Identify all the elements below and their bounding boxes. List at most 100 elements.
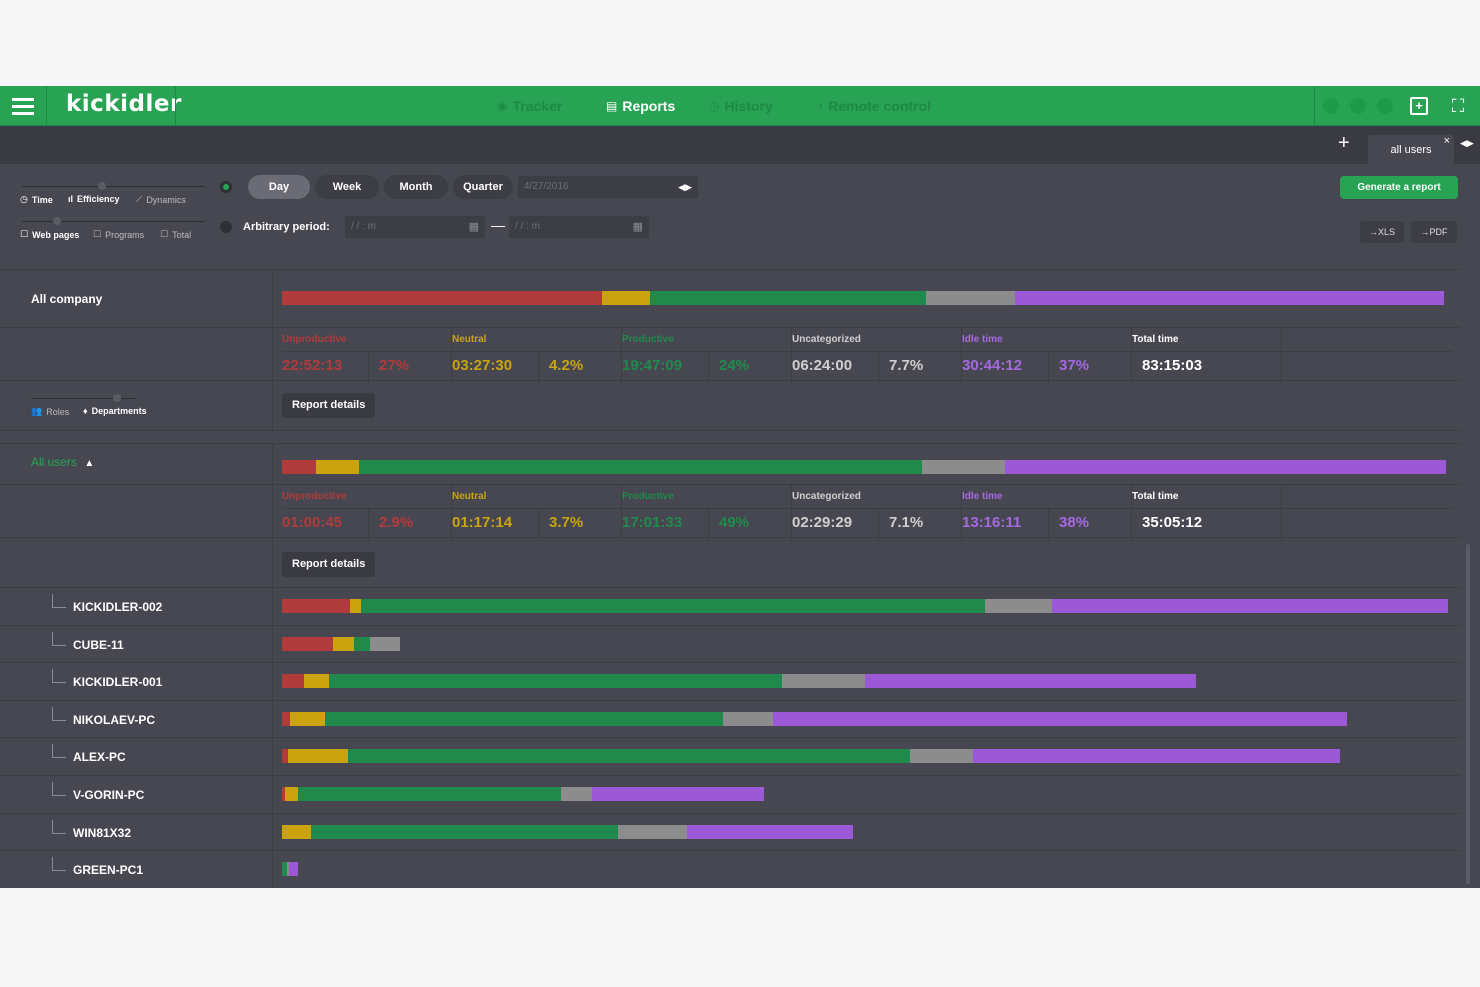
computer-row[interactable]: GREEN-PC1 (0, 851, 1460, 888)
option-total[interactable]: ☐ Total (160, 229, 192, 240)
date-field[interactable]: 4/27/2016 ◀▶ (518, 176, 698, 198)
bar-segment-uncategorized[interactable] (617, 824, 687, 839)
bar-segment-uncategorized[interactable] (369, 636, 400, 651)
grouping-slider-knob[interactable] (113, 394, 121, 402)
bar-segment-neutral[interactable] (601, 291, 651, 305)
close-icon[interactable]: × (1443, 135, 1450, 147)
date-arrows-icon[interactable]: ◀▶ (678, 182, 692, 192)
calendar-icon[interactable]: ▦ (632, 221, 643, 233)
computer-name[interactable]: WIN81X32 (73, 825, 132, 840)
bar-segment-uncategorized[interactable] (722, 711, 773, 726)
bar-segment-productive[interactable] (328, 674, 782, 689)
bar-segment-idle[interactable] (772, 711, 1347, 726)
nav-reports[interactable]: ▤ Reports (606, 98, 675, 114)
export-xls-button[interactable]: →XLS (1360, 221, 1404, 243)
option-roles[interactable]: 👥 Roles (31, 406, 70, 417)
bar-segment-neutral[interactable] (282, 824, 312, 839)
bar-segment-productive[interactable] (311, 824, 618, 839)
bar-segment-productive[interactable] (361, 599, 986, 613)
metric-slider-knob[interactable] (98, 182, 106, 190)
bar-segment-neutral[interactable] (303, 674, 329, 689)
bar-segment-uncategorized[interactable] (910, 749, 974, 764)
bar-segment-productive[interactable] (650, 291, 926, 305)
option-efficiency[interactable]: ıl Efficiency (68, 194, 120, 204)
bar-segment-unproductive[interactable] (282, 787, 286, 801)
bar-segment-idle[interactable] (1051, 599, 1448, 613)
bar-segment-neutral[interactable] (287, 749, 349, 764)
period-day-button[interactable]: Day (248, 175, 310, 199)
computer-row[interactable]: V-GORIN-PC (0, 776, 1460, 814)
add-window-icon[interactable]: + (1410, 97, 1428, 115)
bar-segment-productive[interactable] (298, 787, 561, 801)
computer-row[interactable]: KICKIDLER-002 (0, 588, 1460, 626)
bar-segment-idle[interactable] (1004, 460, 1446, 474)
period-to-field[interactable]: / / : m ▦ (509, 216, 649, 238)
computer-row[interactable]: NIKOLAEV-PC (0, 700, 1460, 739)
option-dynamics[interactable]: ⟋ Dynamics (136, 194, 186, 205)
computer-row[interactable]: CUBE-11 (0, 625, 1460, 664)
computer-name[interactable]: GREEN-PC1 (73, 863, 144, 878)
bar-segment-idle[interactable] (864, 674, 1197, 689)
bar-segment-uncategorized[interactable] (286, 862, 289, 877)
bar-segment-productive[interactable] (325, 711, 723, 726)
computer-name[interactable]: ALEX-PC (73, 750, 126, 765)
nav-history[interactable]: ◷ History (709, 98, 773, 114)
nav-tracker[interactable]: ◉ Tracker (497, 98, 562, 114)
company-report-details-button[interactable]: Report details (282, 393, 376, 418)
computer-row[interactable]: WIN81X32 (0, 813, 1460, 852)
computer-name[interactable]: KICKIDLER-001 (73, 675, 163, 690)
bar-segment-unproductive[interactable] (282, 674, 304, 689)
bar-segment-idle[interactable] (288, 862, 299, 877)
option-departments[interactable]: ♦ Departments (83, 406, 147, 416)
computer-row[interactable]: ALEX-PC (0, 738, 1460, 776)
period-from-field[interactable]: / / : m ▦ (345, 216, 485, 238)
generate-report-button[interactable]: Generate a report (1340, 176, 1458, 199)
bar-segment-unproductive[interactable] (282, 599, 350, 613)
bar-segment-unproductive[interactable] (282, 749, 288, 764)
option-web-pages[interactable]: ☐ Web pages (20, 229, 80, 240)
calendar-icon[interactable]: ▦ (468, 221, 479, 233)
option-time[interactable]: ◷ Time (20, 194, 53, 205)
bar-segment-uncategorized[interactable] (560, 787, 593, 801)
bar-segment-unproductive[interactable] (282, 636, 333, 651)
users-report-details-button[interactable]: Report details (282, 552, 376, 577)
bar-segment-neutral[interactable] (290, 711, 326, 726)
bar-segment-productive[interactable] (358, 460, 923, 474)
period-quarter-button[interactable]: Quarter (453, 175, 513, 199)
bar-segment-idle[interactable] (592, 787, 764, 801)
nav-remote-control[interactable]: ◔ Remote control (816, 98, 931, 114)
bar-segment-uncategorized[interactable] (922, 460, 1005, 474)
export-pdf-button[interactable]: →PDF (1411, 221, 1457, 243)
bar-segment-idle[interactable] (1015, 291, 1444, 305)
status-dot[interactable] (1377, 98, 1393, 114)
bar-segment-uncategorized[interactable] (925, 291, 1016, 305)
computer-name[interactable]: KICKIDLER-002 (73, 600, 163, 614)
computer-name[interactable]: NIKOLAEV-PC (73, 712, 156, 727)
period-month-button[interactable]: Month (384, 175, 448, 199)
source-slider-knob[interactable] (53, 217, 61, 225)
period-week-button[interactable]: Week (315, 175, 379, 199)
bar-segment-uncategorized[interactable] (781, 674, 865, 689)
all-users-toggle[interactable]: All users ▲ (31, 455, 95, 469)
bar-segment-idle[interactable] (686, 824, 854, 839)
bar-segment-neutral[interactable] (285, 787, 299, 801)
scrollbar[interactable] (1466, 544, 1470, 884)
add-tab-button[interactable]: + (1338, 132, 1350, 154)
fullscreen-icon[interactable]: ⛶ (1451, 96, 1465, 116)
computer-row[interactable]: KICKIDLER-001 (0, 663, 1460, 701)
bar-segment-productive[interactable] (282, 862, 287, 877)
tab-scroll-arrows-icon[interactable]: ◀▶ (1460, 138, 1474, 148)
bar-segment-neutral[interactable] (315, 460, 359, 474)
option-programs[interactable]: ☐ Programs (93, 229, 145, 240)
tab-all-users[interactable]: all users × (1368, 135, 1454, 164)
bar-segment-idle[interactable] (973, 749, 1340, 764)
bar-segment-unproductive[interactable] (282, 711, 291, 726)
bar-segment-productive[interactable] (353, 636, 370, 651)
bar-segment-productive[interactable] (348, 749, 911, 764)
status-dot[interactable] (1350, 98, 1366, 114)
radio-period-preset[interactable] (220, 181, 232, 193)
bar-segment-unproductive[interactable] (282, 291, 602, 305)
bar-segment-neutral[interactable] (332, 636, 354, 651)
bar-segment-unproductive[interactable] (282, 460, 316, 474)
bar-segment-uncategorized[interactable] (985, 599, 1052, 613)
